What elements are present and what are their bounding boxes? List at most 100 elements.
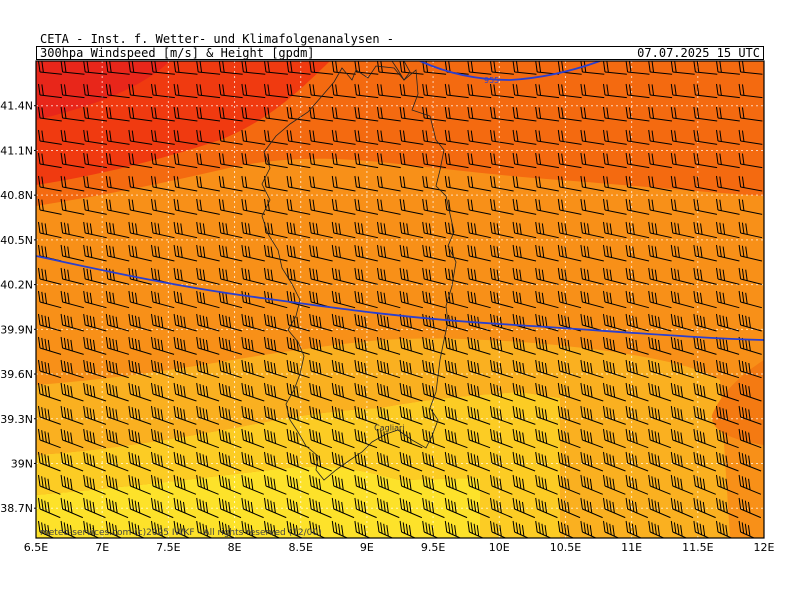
place-label-cagliari: Cagliari xyxy=(374,424,404,433)
wind-barb xyxy=(399,244,424,262)
wind-barb xyxy=(264,451,287,472)
wind-barb xyxy=(535,152,559,169)
wind-barb xyxy=(331,267,356,285)
wind-barb xyxy=(490,290,514,309)
wind-barb xyxy=(60,83,85,99)
wind-barb xyxy=(38,221,62,239)
wind-barb xyxy=(512,497,536,519)
lon-label: 10E xyxy=(489,541,510,554)
wind-barb xyxy=(377,382,401,402)
wind-barb xyxy=(625,290,649,309)
wind-barb xyxy=(60,129,85,145)
wind-barb xyxy=(603,428,626,449)
wind-barb xyxy=(738,451,762,472)
lat-label: 41.1N xyxy=(0,144,33,157)
wind-barb xyxy=(648,290,672,309)
wind-barb xyxy=(467,428,491,449)
wind-barb xyxy=(264,267,288,285)
wind-zone-east-strong xyxy=(711,360,764,445)
wind-barb xyxy=(580,382,604,402)
wind-barb xyxy=(241,290,265,309)
wind-barb xyxy=(625,152,650,169)
lat-label: 38.7N xyxy=(0,502,33,515)
wind-barb xyxy=(557,267,582,285)
wind-barb xyxy=(535,405,559,425)
wind-barb xyxy=(512,61,537,75)
wind-barb xyxy=(580,290,604,309)
wind-barb xyxy=(105,474,129,495)
wind-barb xyxy=(603,175,627,192)
wind-barb xyxy=(693,290,717,309)
wind-barb xyxy=(693,313,717,332)
wind-barb xyxy=(603,359,627,379)
wind-barb xyxy=(648,382,672,402)
wind-barb xyxy=(490,106,514,122)
wind-barb xyxy=(60,267,85,285)
wind-barb xyxy=(580,267,604,285)
wind-barb xyxy=(173,428,197,449)
wind-barb xyxy=(354,428,378,449)
wind-barb xyxy=(625,61,650,75)
wind-barb xyxy=(557,198,582,215)
wind-barb xyxy=(535,497,558,519)
wind-barb xyxy=(716,244,740,262)
wind-barb xyxy=(467,175,492,192)
wind-zone-weakest xyxy=(36,466,480,538)
wind-barb xyxy=(399,336,423,355)
wind-barb xyxy=(603,497,626,519)
wind-barb xyxy=(38,451,61,472)
wind-barb xyxy=(218,497,242,519)
wind-barb xyxy=(331,61,356,75)
wind-barb xyxy=(648,313,672,332)
wind-barb xyxy=(648,451,671,472)
wind-barb xyxy=(444,129,469,145)
wind-barb xyxy=(467,474,490,495)
wind-barb xyxy=(467,336,491,355)
wind-barb xyxy=(444,106,469,122)
wind-barb xyxy=(467,382,491,402)
wind-barb xyxy=(377,474,400,495)
wind-barb xyxy=(716,152,740,169)
wind-barb xyxy=(422,359,446,379)
wind-barb xyxy=(83,61,108,75)
wind-barb xyxy=(354,313,378,332)
wind-barb xyxy=(105,106,130,122)
wind-barb xyxy=(738,61,763,75)
wind-barb xyxy=(218,221,243,239)
wind-barb xyxy=(467,497,490,519)
wind-barb xyxy=(83,106,108,122)
wind-barb xyxy=(422,520,439,538)
wind-barb xyxy=(331,497,355,519)
wind-barb xyxy=(331,405,355,425)
wind-barb xyxy=(603,405,626,425)
wind-barb xyxy=(241,405,265,425)
wind-barb xyxy=(377,129,401,145)
lon-label: 10.5E xyxy=(550,541,581,554)
wind-barb xyxy=(309,405,333,425)
wind-barb xyxy=(331,474,355,495)
wind-barb xyxy=(60,152,85,169)
wind-barb xyxy=(196,175,220,192)
lon-label: 6.5E xyxy=(24,541,48,554)
wind-barb xyxy=(38,474,61,495)
wind-barb xyxy=(151,405,174,425)
wind-barb xyxy=(399,290,423,309)
wind-barb xyxy=(693,175,718,192)
wind-barb xyxy=(580,428,604,449)
wind-barb xyxy=(83,451,106,472)
wind-barb xyxy=(557,129,582,145)
coastline-corsica xyxy=(391,61,411,81)
wind-barb xyxy=(738,405,762,425)
wind-barb xyxy=(444,221,469,239)
wind-barb xyxy=(512,221,537,239)
wind-barb xyxy=(557,244,582,262)
wind-barb xyxy=(670,497,694,519)
wind-barb xyxy=(399,198,424,215)
wind-barb xyxy=(264,382,288,402)
wind-barb xyxy=(354,359,378,379)
wind-barb xyxy=(354,267,378,285)
wind-barb xyxy=(625,267,650,285)
wind-barb xyxy=(105,428,129,449)
wind-barb xyxy=(105,61,130,75)
wind-barb xyxy=(196,428,219,449)
